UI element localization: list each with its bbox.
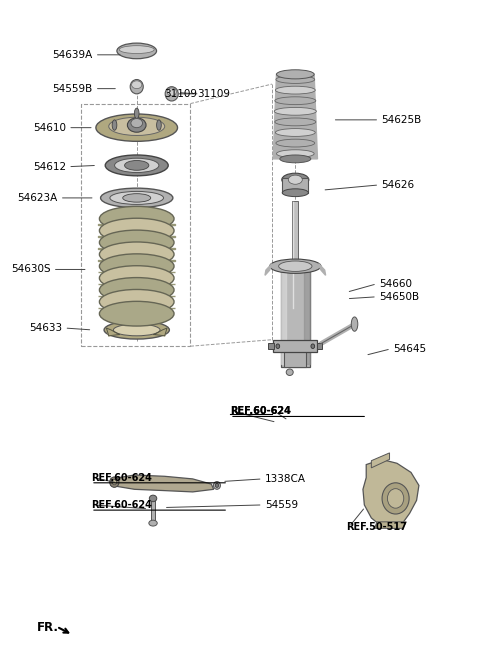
Text: REF.50-517: REF.50-517 <box>347 522 408 532</box>
Ellipse shape <box>104 321 169 339</box>
Polygon shape <box>281 270 287 364</box>
Ellipse shape <box>110 192 164 205</box>
Text: 54645: 54645 <box>393 344 426 354</box>
Ellipse shape <box>276 75 315 83</box>
Ellipse shape <box>276 86 315 94</box>
Ellipse shape <box>113 324 160 336</box>
Ellipse shape <box>275 118 316 126</box>
Ellipse shape <box>134 108 139 119</box>
Ellipse shape <box>125 161 149 171</box>
Ellipse shape <box>123 194 151 202</box>
Text: 54610: 54610 <box>33 123 66 133</box>
Text: REF.60-624: REF.60-624 <box>91 500 152 510</box>
Ellipse shape <box>311 344 315 348</box>
Text: 1338CA: 1338CA <box>265 474 306 484</box>
Text: REF.60-624: REF.60-624 <box>230 406 291 417</box>
Ellipse shape <box>351 317 358 331</box>
Ellipse shape <box>286 369 293 375</box>
Ellipse shape <box>274 108 316 115</box>
Text: 54559: 54559 <box>265 500 298 510</box>
Text: REF.60-624: REF.60-624 <box>230 406 291 417</box>
Text: 54626: 54626 <box>382 180 415 190</box>
Ellipse shape <box>101 188 173 208</box>
Ellipse shape <box>276 150 314 157</box>
Text: 54630S: 54630S <box>11 264 50 274</box>
Ellipse shape <box>99 230 174 255</box>
Ellipse shape <box>112 120 117 131</box>
Bar <box>316 343 322 350</box>
Ellipse shape <box>156 120 161 131</box>
Ellipse shape <box>99 218 174 243</box>
Bar <box>292 201 299 312</box>
Text: 54650B: 54650B <box>379 292 420 302</box>
Bar <box>268 343 274 350</box>
Bar <box>281 266 310 367</box>
Ellipse shape <box>270 259 321 274</box>
Ellipse shape <box>109 477 119 487</box>
Ellipse shape <box>149 495 157 502</box>
Ellipse shape <box>149 520 157 526</box>
Ellipse shape <box>99 301 174 326</box>
Text: 54633: 54633 <box>29 323 62 333</box>
Ellipse shape <box>99 277 174 302</box>
Ellipse shape <box>288 175 302 184</box>
Ellipse shape <box>99 266 174 291</box>
Bar <box>151 499 155 523</box>
Bar <box>282 178 308 193</box>
Polygon shape <box>265 264 272 276</box>
Ellipse shape <box>115 158 159 173</box>
Text: 54625B: 54625B <box>382 115 422 125</box>
Text: 54623A: 54623A <box>17 193 58 203</box>
Text: 31109: 31109 <box>197 89 230 99</box>
Polygon shape <box>374 522 407 528</box>
Polygon shape <box>273 74 317 159</box>
Ellipse shape <box>99 207 174 231</box>
Text: REF.60-624: REF.60-624 <box>91 472 152 483</box>
Polygon shape <box>372 453 390 468</box>
Text: 54612: 54612 <box>33 161 66 172</box>
Ellipse shape <box>109 117 165 136</box>
Polygon shape <box>111 475 214 492</box>
Ellipse shape <box>278 261 312 272</box>
Ellipse shape <box>382 483 409 514</box>
Text: 54660: 54660 <box>379 279 412 289</box>
Polygon shape <box>107 328 120 336</box>
Ellipse shape <box>117 43 156 59</box>
Ellipse shape <box>282 173 309 186</box>
Ellipse shape <box>119 46 154 54</box>
Bar <box>273 340 317 352</box>
Ellipse shape <box>276 129 315 136</box>
Polygon shape <box>154 328 167 336</box>
Polygon shape <box>304 270 310 364</box>
Ellipse shape <box>130 79 143 94</box>
Ellipse shape <box>275 97 316 104</box>
Ellipse shape <box>112 480 117 485</box>
Text: FR.: FR. <box>36 621 59 634</box>
Ellipse shape <box>96 114 178 141</box>
Ellipse shape <box>99 289 174 314</box>
Text: 31109: 31109 <box>164 89 197 99</box>
Ellipse shape <box>105 155 168 176</box>
Ellipse shape <box>216 483 218 487</box>
Ellipse shape <box>282 189 308 197</box>
Ellipse shape <box>127 118 146 133</box>
Ellipse shape <box>132 81 142 89</box>
Ellipse shape <box>99 254 174 279</box>
Text: 54559B: 54559B <box>52 83 93 94</box>
Text: 54639A: 54639A <box>52 50 93 60</box>
Ellipse shape <box>387 489 404 508</box>
Polygon shape <box>363 459 419 528</box>
Ellipse shape <box>214 482 220 489</box>
Bar <box>285 352 306 367</box>
Ellipse shape <box>99 242 174 267</box>
Ellipse shape <box>276 70 314 79</box>
Ellipse shape <box>165 87 178 101</box>
Ellipse shape <box>280 155 311 163</box>
Ellipse shape <box>276 344 280 348</box>
Ellipse shape <box>131 119 143 128</box>
Ellipse shape <box>167 88 176 96</box>
Ellipse shape <box>276 139 315 147</box>
Polygon shape <box>319 264 325 276</box>
